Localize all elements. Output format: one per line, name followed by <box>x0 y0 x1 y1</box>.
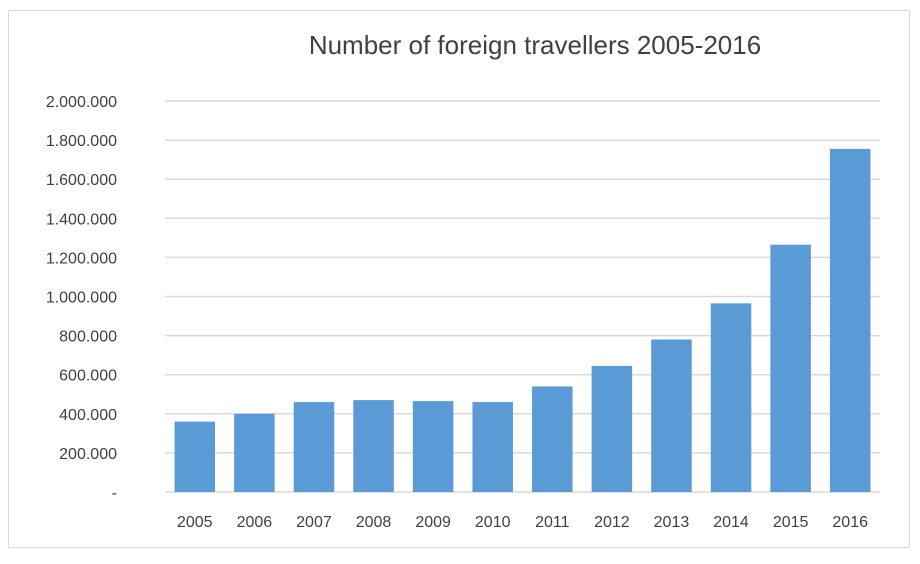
chart-title: Number of foreign travellers 2005-2016 <box>308 30 762 60</box>
bar-2012 <box>591 365 633 492</box>
x-tick-label: 2014 <box>713 514 749 531</box>
x-tick-label: 2015 <box>773 514 809 531</box>
x-tick-label: 2012 <box>594 514 630 531</box>
x-tick-label: 2005 <box>177 514 213 531</box>
x-tick-label: 2010 <box>475 514 511 531</box>
x-tick-label: 2008 <box>356 514 392 531</box>
y-tick-label: 600.000 <box>59 368 117 385</box>
bar-2014 <box>710 303 752 492</box>
y-tick-label: 1.800.000 <box>46 133 117 150</box>
chart-frame <box>8 10 910 548</box>
bar-2008 <box>353 400 394 492</box>
bar-2005 <box>174 421 216 492</box>
y-tick-label: 800.000 <box>59 329 117 346</box>
y-tick-label: 200.000 <box>59 446 117 463</box>
bar-2016 <box>829 148 871 492</box>
x-tick-label: 2007 <box>296 514 332 531</box>
x-tick-label: 2009 <box>415 514 451 531</box>
y-axis-ticks: - 200.000 400.000 600.000 800.000 1.000.000 1.… <box>46 94 117 502</box>
bar-2009 <box>412 401 454 492</box>
bar-2010 <box>472 402 513 492</box>
y-tick-label: 1.400.000 <box>46 211 117 228</box>
x-tick-label: 2011 <box>535 514 570 531</box>
y-tick-label: 1.200.000 <box>46 250 117 267</box>
x-tick-label: 2016 <box>832 514 868 531</box>
y-tick-label: 1.600.000 <box>46 172 117 189</box>
bar-2015 <box>770 244 811 492</box>
y-tick-label: 2.000.000 <box>46 94 117 111</box>
y-tick-label: - <box>112 485 117 502</box>
y-tick-label: 1.000.000 <box>46 290 117 307</box>
x-tick-label: 2006 <box>237 514 273 531</box>
bar-2007 <box>293 402 335 492</box>
bar-2006 <box>234 413 275 492</box>
bar-2013 <box>651 339 692 492</box>
x-tick-label: 2013 <box>654 514 690 531</box>
y-tick-label: 400.000 <box>59 407 117 424</box>
bar-2011 <box>532 386 573 492</box>
bars <box>174 148 871 492</box>
gridlines <box>165 100 880 493</box>
x-axis-ticks: 2005 2006 2007 2008 2009 2010 2011 2012 2013 2014… <box>177 514 868 531</box>
